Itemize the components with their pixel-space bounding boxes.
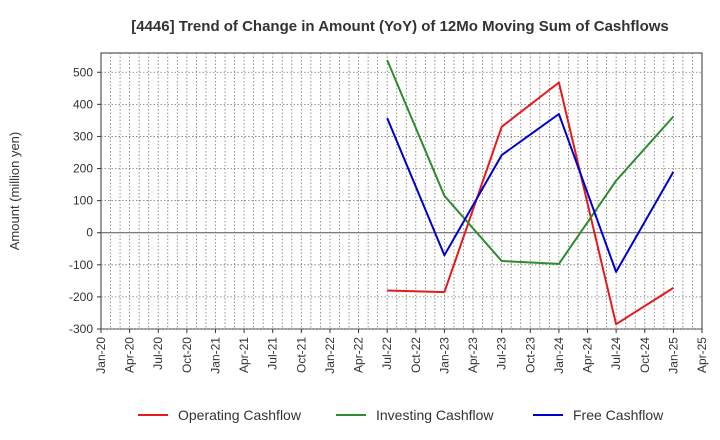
x-tick-label: Apr-21 (237, 337, 251, 373)
y-axis-ticks: -300 -200 -100 0 100 200 300 400 500 (69, 65, 101, 336)
legend: Operating Cashflow Investing Cashflow Free… (138, 407, 664, 423)
legend-label-free-cashflow: Free Cashflow (573, 407, 664, 423)
investing-cashflow-line (386, 59, 675, 265)
y-tick-label: 300 (73, 129, 93, 143)
x-tick-label: Jan-22 (323, 337, 337, 374)
x-tick-label: Apr-25 (695, 337, 709, 373)
x-tick-label: Jan-24 (552, 337, 566, 374)
y-axis-label: Amount (million yen) (7, 132, 22, 251)
x-tick-label: Oct-21 (294, 337, 308, 373)
chart-title: [4446] Trend of Change in Amount (YoY) o… (131, 18, 669, 35)
y-tick-label: -200 (69, 290, 93, 304)
x-tick-label: Jul-21 (266, 337, 280, 370)
x-tick-label: Jan-21 (208, 337, 222, 374)
y-tick-label: -300 (69, 322, 93, 336)
x-tick-label: Oct-20 (180, 337, 194, 373)
legend-label-investing-cashflow: Investing Cashflow (376, 407, 494, 423)
operating-cashflow-line (387, 81, 674, 326)
x-tick-label: Apr-23 (466, 337, 480, 373)
x-tick-label: Apr-22 (352, 337, 366, 373)
x-axis-ticks: Jan-20 Apr-20 Jul-20 Oct-20 Jan-21 Apr-21 Jul-… (94, 329, 709, 374)
free-cashflow-line (386, 113, 675, 273)
x-tick-label: Oct-24 (638, 337, 652, 373)
x-tick-label: Jul-20 (151, 337, 165, 370)
plot-frame (100, 52, 703, 330)
x-tick-label: Jan-20 (94, 337, 108, 374)
plot-area (100, 52, 703, 330)
x-tick-label: Jan-23 (437, 337, 451, 374)
x-tick-label: Jan-25 (666, 337, 680, 374)
x-tick-label: Oct-22 (409, 337, 423, 373)
x-tick-label: Jul-24 (609, 337, 623, 370)
x-tick-label: Jul-22 (380, 337, 394, 370)
x-tick-label: Apr-20 (123, 337, 137, 373)
y-tick-label: 500 (73, 65, 93, 79)
x-tick-label: Oct-23 (523, 337, 537, 373)
series-lines (386, 59, 675, 326)
x-tick-label: Apr-24 (581, 337, 595, 373)
x-tick-label: Jul-23 (495, 337, 509, 370)
y-tick-label: 200 (73, 162, 93, 176)
y-tick-label: -100 (69, 258, 93, 272)
y-tick-label: 100 (73, 194, 93, 208)
y-tick-label: 400 (73, 97, 93, 111)
legend-label-operating-cashflow: Operating Cashflow (178, 407, 302, 423)
y-tick-label: 0 (86, 226, 93, 240)
